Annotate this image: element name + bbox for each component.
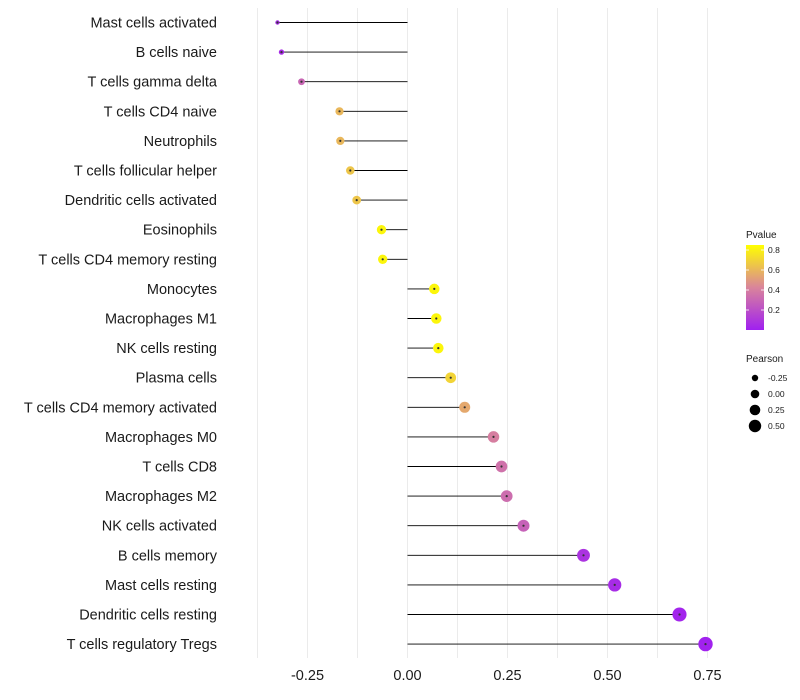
lollipop-point-center bbox=[381, 258, 384, 261]
pearson-size-key bbox=[748, 419, 762, 433]
lollipop-stems bbox=[277, 22, 706, 645]
category-label: Eosinophils bbox=[143, 223, 217, 239]
pearson-size-key bbox=[751, 374, 759, 382]
x-tick-label: 0.25 bbox=[493, 668, 521, 684]
pvalue-tick-label: 0.2 bbox=[768, 305, 780, 315]
pearson-size-label: 0.25 bbox=[768, 405, 785, 415]
lollipop-point-center bbox=[463, 406, 466, 409]
lollipop-point-center bbox=[613, 583, 616, 587]
category-label: Dendritic cells activated bbox=[65, 193, 217, 209]
lollipop-point-center bbox=[505, 495, 508, 498]
lollipop-point-center bbox=[339, 139, 342, 142]
x-axis-tick-labels: -0.25 0.00 0.25 0.50 0.75 bbox=[291, 668, 722, 684]
pvalue-tick-label: 0.4 bbox=[768, 285, 780, 295]
pearson-size-label: 0.50 bbox=[768, 421, 785, 431]
lollipop-point-center bbox=[522, 524, 525, 527]
lollipop-point-center bbox=[437, 347, 440, 350]
lollipop-points bbox=[275, 20, 713, 652]
pearson-size-key bbox=[750, 389, 760, 399]
category-label: Mast cells resting bbox=[105, 578, 217, 594]
category-label: Dendritic cells resting bbox=[79, 608, 217, 624]
category-label: B cells memory bbox=[118, 548, 218, 564]
lollipop-point-center bbox=[435, 317, 438, 320]
pvalue-legend-title: Pvalue bbox=[746, 230, 777, 241]
pearson-size-label: -0.25 bbox=[768, 373, 788, 383]
pvalue-tick-label: 0.8 bbox=[768, 245, 780, 255]
lollipop-point-center bbox=[433, 287, 436, 290]
pvalue-colorbar bbox=[746, 245, 764, 330]
category-labels: Mast cells activated B cells naive T cells… bbox=[24, 16, 218, 654]
lollipop-point-center bbox=[355, 199, 358, 202]
lollipop-point-center bbox=[449, 376, 452, 379]
lollipop-point-center bbox=[678, 613, 681, 616]
grid-lines bbox=[257, 8, 708, 658]
lollipop-point-center bbox=[500, 465, 503, 468]
category-label: T cells follicular helper bbox=[74, 164, 217, 180]
lollipop-point-center bbox=[276, 21, 279, 24]
category-label: Plasma cells bbox=[136, 371, 217, 387]
x-tick-label: -0.25 bbox=[291, 668, 324, 684]
lollipop-point-center bbox=[349, 169, 352, 172]
pearson-legend: Pearson -0.25 0.00 0.25 0.50 bbox=[746, 354, 788, 433]
category-label: NK cells resting bbox=[116, 341, 217, 357]
category-label: T cells CD8 bbox=[142, 460, 217, 476]
category-label: NK cells activated bbox=[102, 519, 217, 535]
pearson-legend-title: Pearson bbox=[746, 354, 783, 365]
lollipop-point-center bbox=[380, 228, 383, 231]
lollipop-point-center bbox=[582, 554, 585, 557]
pvalue-tick-label: 0.6 bbox=[768, 265, 780, 275]
category-label: Neutrophils bbox=[144, 134, 217, 150]
category-label: T cells CD4 naive bbox=[104, 104, 217, 120]
category-label: B cells naive bbox=[136, 45, 217, 61]
x-tick-label: 0.50 bbox=[593, 668, 621, 684]
category-label: T cells regulatory Tregs bbox=[67, 637, 217, 653]
category-label: T cells CD4 memory resting bbox=[38, 252, 217, 268]
category-label: T cells CD4 memory activated bbox=[24, 400, 217, 416]
category-label: Monocytes bbox=[147, 282, 217, 298]
x-tick-label: 0.00 bbox=[393, 668, 421, 684]
lollipop-point-center bbox=[492, 435, 495, 438]
pvalue-legend: Pvalue 0.8 0.6 0.4 0.2 bbox=[746, 230, 780, 330]
x-tick-label: 0.75 bbox=[693, 668, 721, 684]
lollipop-point-center bbox=[280, 51, 283, 54]
lollipop-point-center bbox=[338, 110, 341, 113]
category-label: T cells gamma delta bbox=[88, 75, 218, 91]
category-label: Macrophages M1 bbox=[105, 312, 217, 328]
pearson-size-label: 0.00 bbox=[768, 389, 785, 399]
category-label: Macrophages M2 bbox=[105, 489, 217, 505]
category-label: Macrophages M0 bbox=[105, 430, 217, 446]
lollipop-point-center bbox=[704, 643, 707, 646]
lollipop-point-center bbox=[300, 80, 303, 83]
category-label: Mast cells activated bbox=[90, 16, 217, 32]
pearson-size-key bbox=[749, 404, 761, 416]
